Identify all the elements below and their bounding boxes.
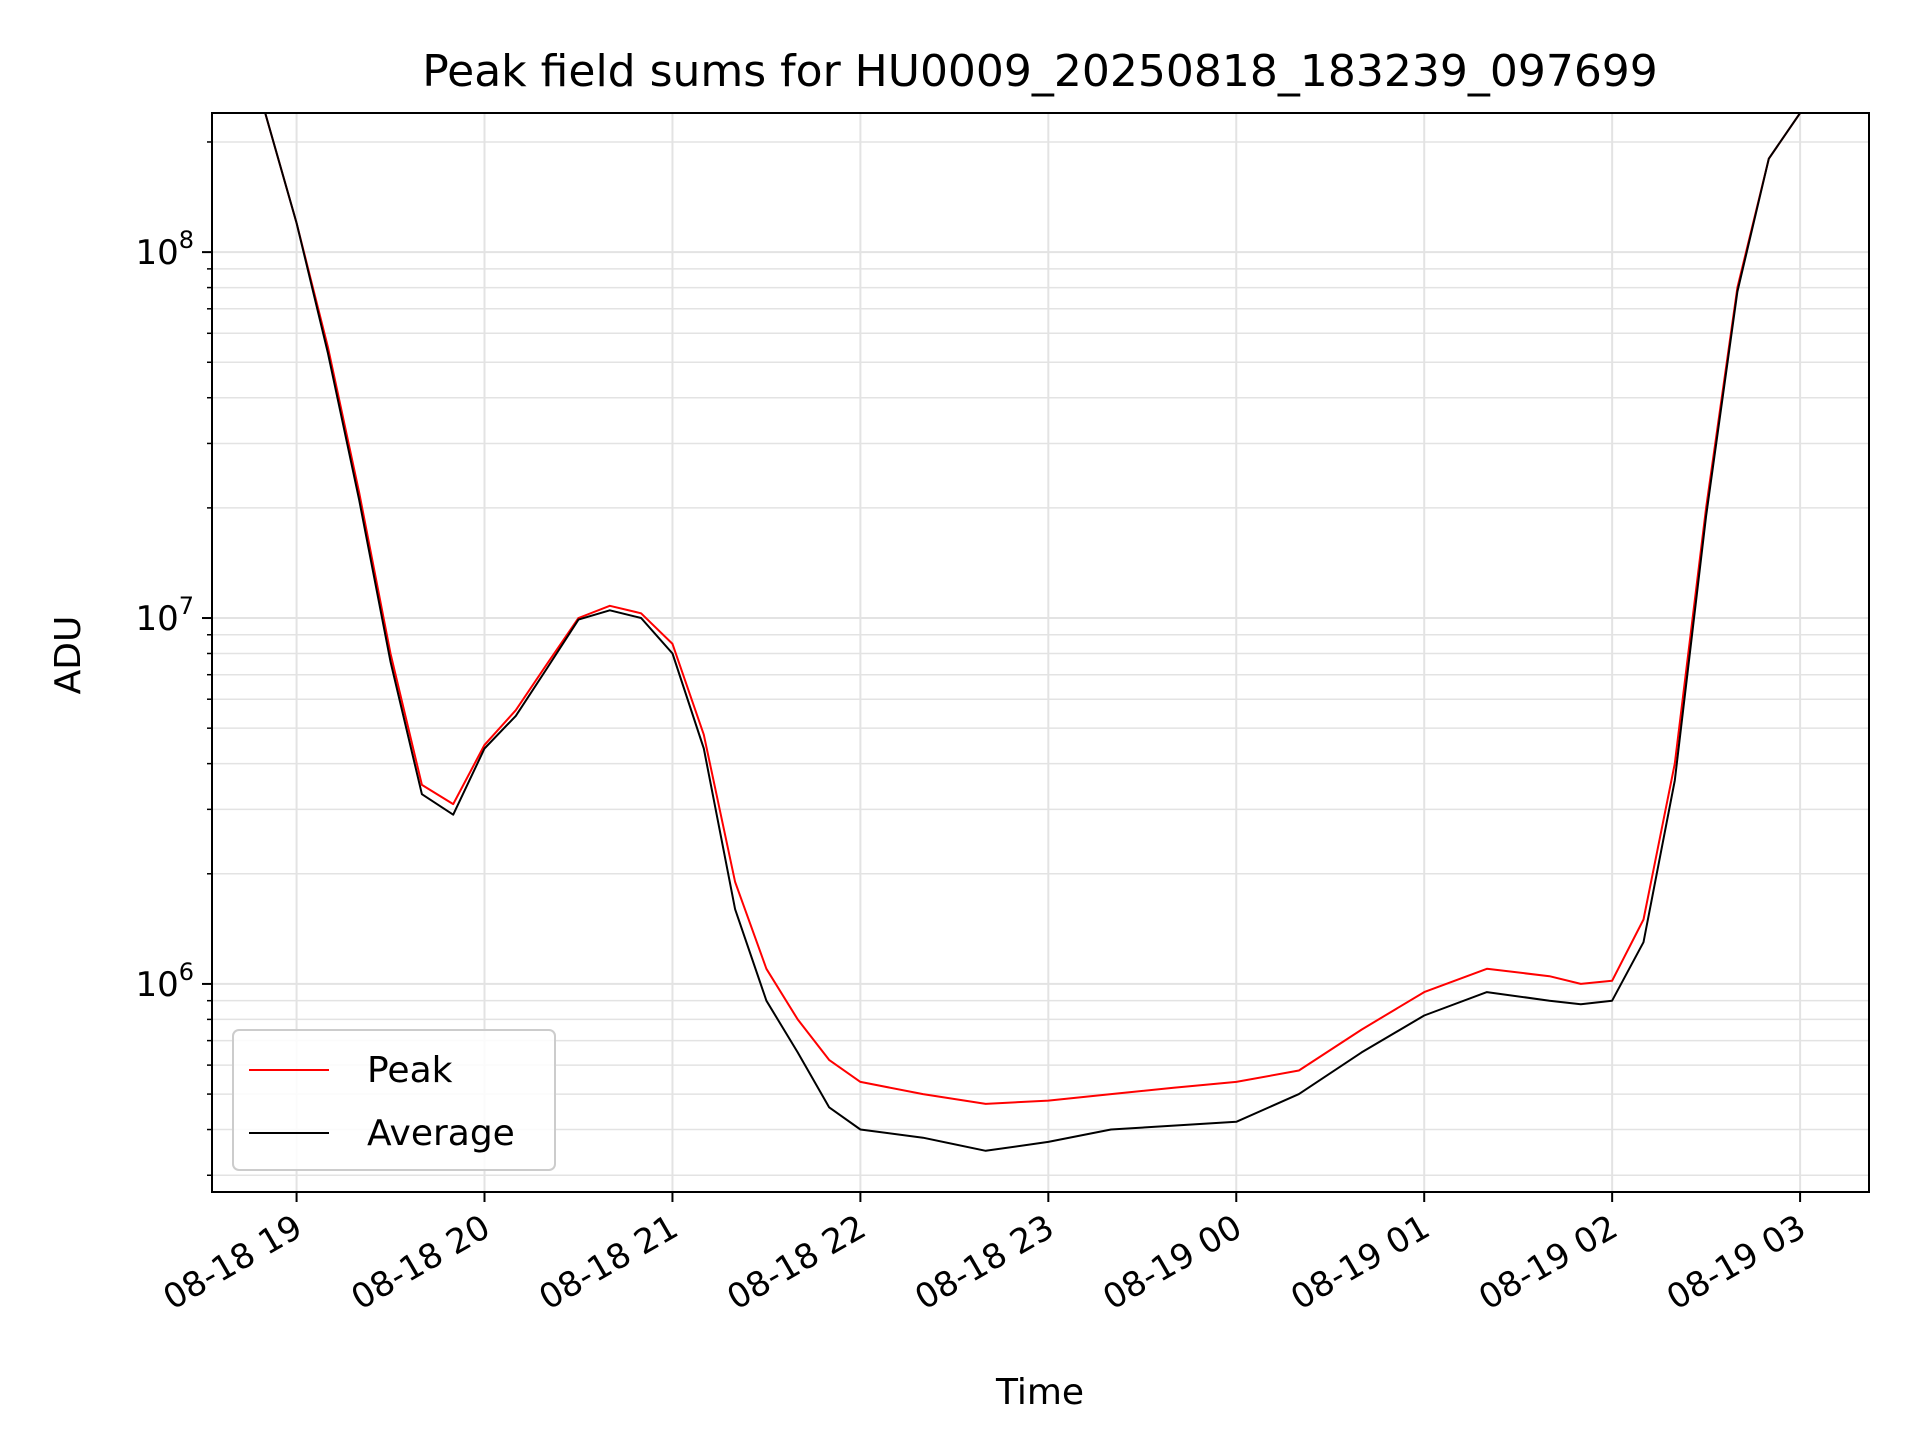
chart-title: Peak field sums for HU0009_20250818_1832… — [422, 46, 1658, 97]
y-tick-label: 108 — [135, 226, 194, 273]
legend-label: Average — [367, 1113, 515, 1154]
series-layer — [264, 113, 1801, 1152]
plot-frame — [211, 112, 1870, 1193]
y-tick-base: 10 — [135, 965, 178, 1005]
y-tick-label: 106 — [135, 958, 194, 1005]
series-line-average — [264, 113, 1801, 1152]
x-axis-label: Time — [995, 1372, 1084, 1413]
y-tick-base: 10 — [135, 599, 178, 639]
series-line-peak — [264, 113, 1801, 1105]
legend: Peak Average — [232, 1029, 556, 1171]
y-tick-exponent: 6 — [179, 958, 194, 986]
legend-box — [232, 1029, 556, 1171]
y-tick-label: 107 — [135, 592, 194, 639]
y-tick-base: 10 — [135, 233, 178, 273]
legend-label: Peak — [367, 1050, 453, 1091]
y-axis-label: ADU — [48, 616, 89, 695]
y-tick-exponent: 8 — [179, 226, 194, 254]
y-tick-exponent: 7 — [179, 592, 194, 620]
